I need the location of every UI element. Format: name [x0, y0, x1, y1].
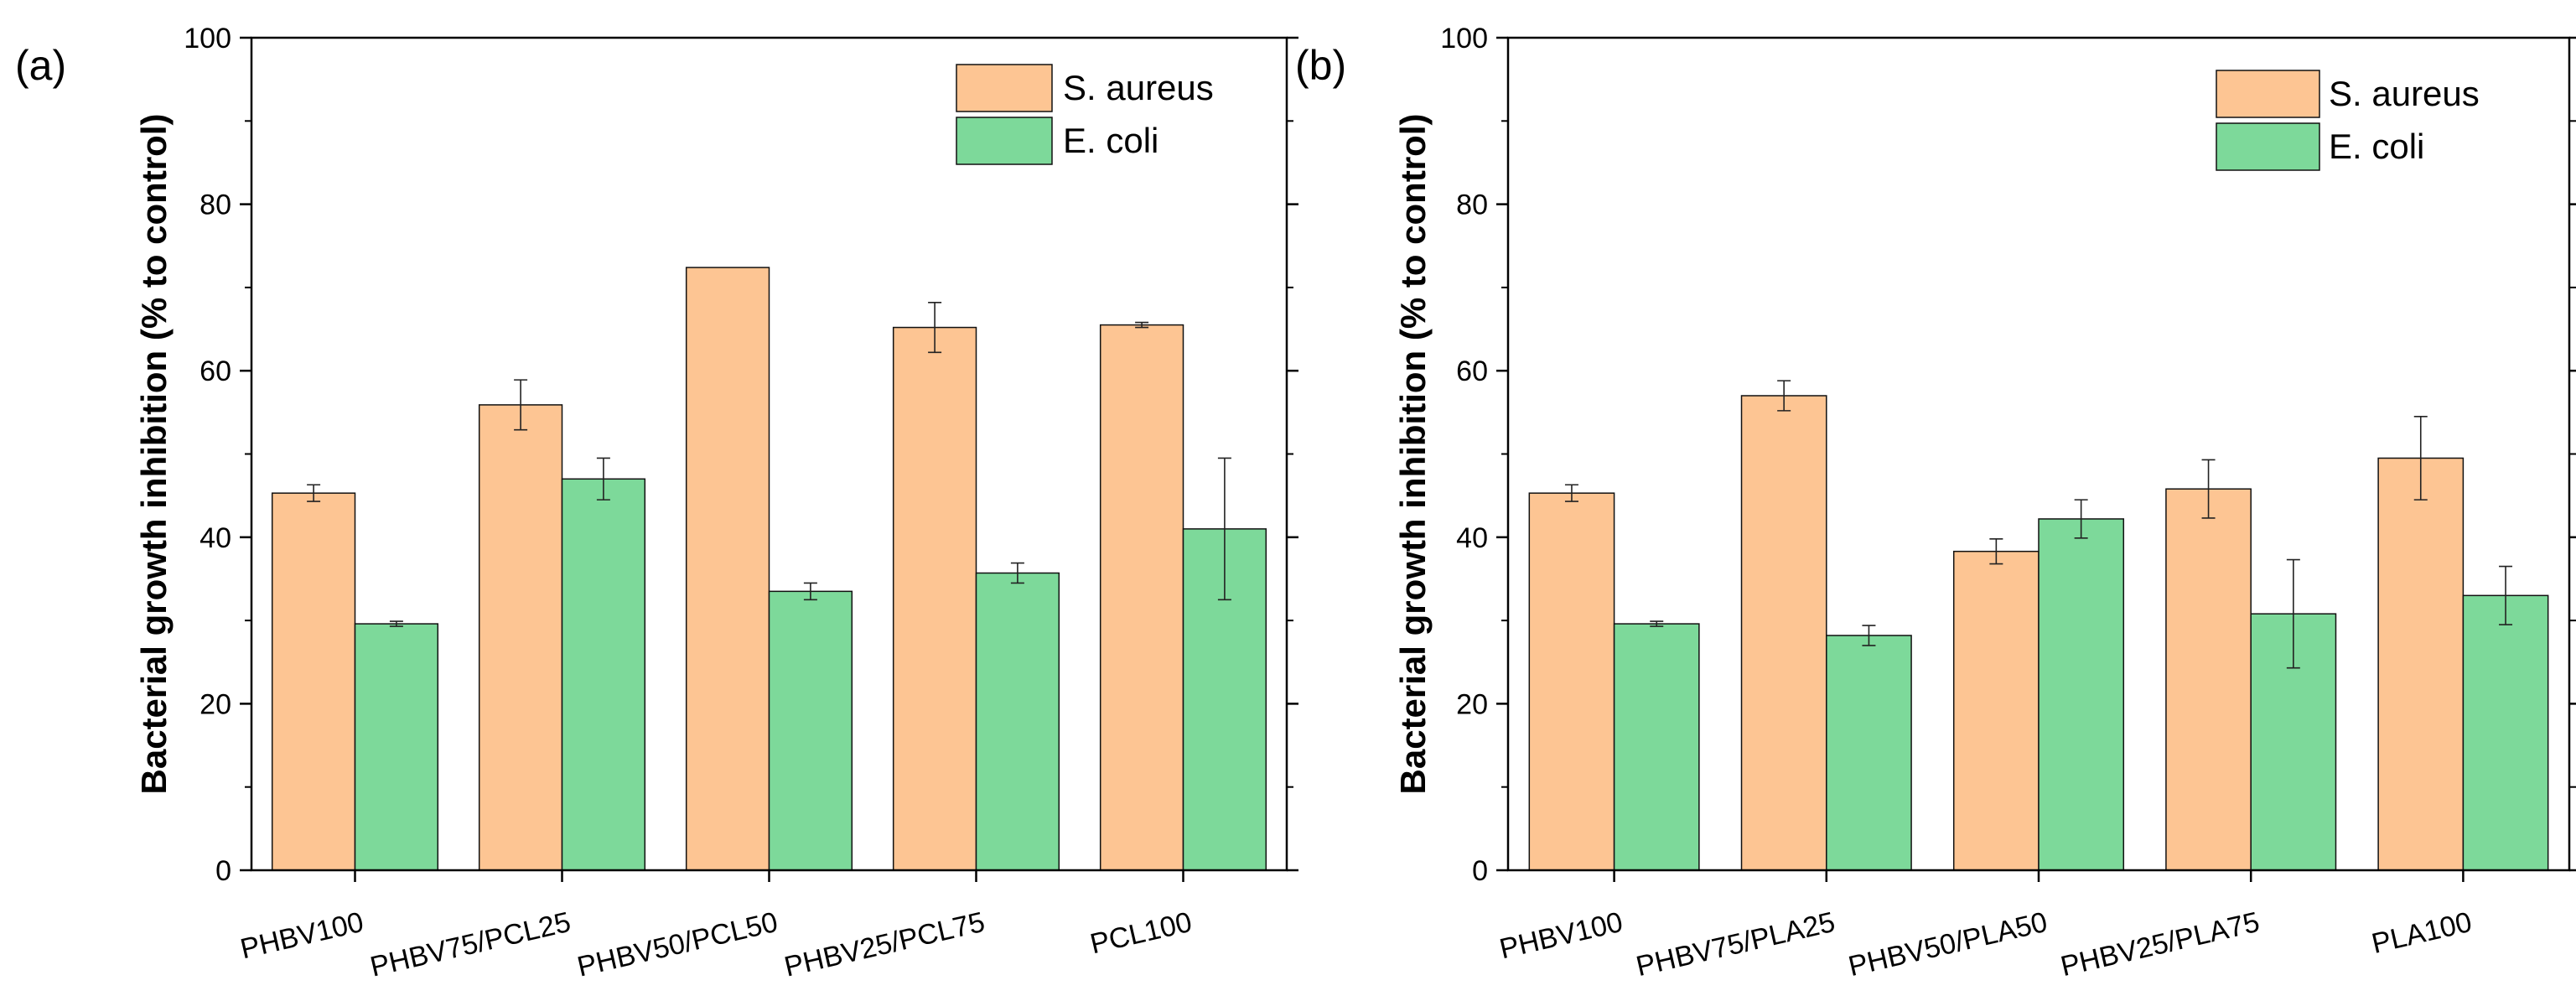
legend-label: S. aureus [1063, 68, 1214, 107]
bar [1740, 395, 1827, 871]
bar [561, 478, 646, 871]
bar [1826, 635, 1912, 871]
bar [354, 623, 439, 871]
y-axis-title: Bacterial growth inhibition (% to contro… [134, 114, 174, 795]
legend-swatch [2216, 70, 2320, 118]
bar [2377, 457, 2465, 871]
bar [1528, 492, 1615, 871]
panel-label: (b) [1295, 42, 1346, 89]
bar [2165, 488, 2252, 871]
legend-swatch [2216, 122, 2320, 171]
bar [685, 267, 770, 871]
y-tick-label: 60 [1456, 355, 1488, 387]
bar [478, 404, 563, 871]
legend-label: S. aureus [2329, 74, 2480, 113]
y-axis-title: Bacterial growth inhibition (% to contro… [1393, 114, 1433, 795]
y-tick-label: 40 [1456, 522, 1488, 554]
y-tick-label: 40 [200, 522, 231, 554]
bar [2462, 594, 2549, 871]
bar [271, 492, 356, 871]
y-tick-label: 100 [1440, 23, 1488, 54]
bar [892, 326, 977, 871]
bar [1952, 550, 2040, 871]
legend-swatch [956, 117, 1053, 165]
bar [975, 572, 1060, 871]
y-tick-label: 80 [200, 189, 231, 221]
bar [1613, 623, 1700, 871]
y-tick-label: 100 [184, 23, 231, 54]
legend-label: E. coli [1063, 121, 1158, 160]
bar [768, 590, 853, 871]
y-tick-label: 20 [1456, 688, 1488, 720]
y-tick-label: 60 [200, 355, 231, 387]
legend-swatch [956, 64, 1053, 112]
bar [2038, 518, 2125, 871]
legend-label: E. coli [2329, 127, 2424, 166]
y-tick-label: 20 [200, 688, 231, 720]
y-tick-label: 0 [1472, 855, 1488, 887]
bar [1099, 324, 1184, 871]
y-tick-label: 0 [215, 855, 231, 887]
y-tick-label: 80 [1456, 189, 1488, 221]
panel-label: (a) [15, 42, 66, 89]
